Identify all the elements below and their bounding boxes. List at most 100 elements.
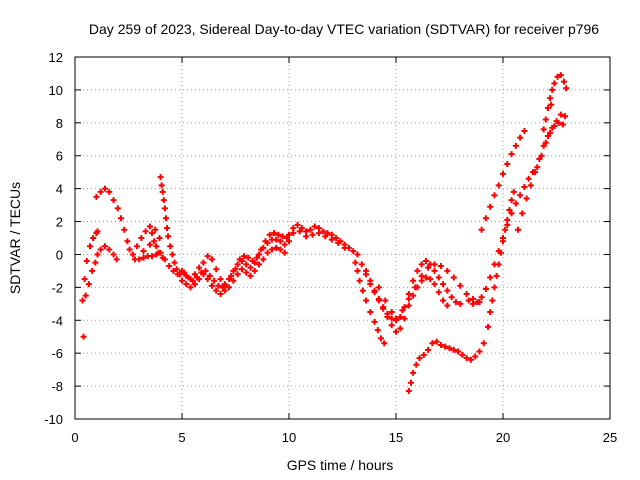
data-point xyxy=(422,258,429,265)
data-point xyxy=(206,272,213,279)
data-point xyxy=(562,113,569,120)
data-point xyxy=(173,266,180,273)
data-point xyxy=(371,287,378,294)
data-point xyxy=(124,238,131,245)
data-point xyxy=(358,261,365,268)
data-point xyxy=(410,277,417,284)
data-point xyxy=(560,78,567,85)
data-point xyxy=(413,361,420,368)
data-point xyxy=(234,261,241,268)
data-point xyxy=(504,221,511,228)
data-point xyxy=(217,276,224,283)
grid-lines xyxy=(75,57,610,419)
data-point xyxy=(247,272,254,279)
data-point xyxy=(215,282,222,289)
data-point xyxy=(249,258,256,265)
data-point xyxy=(487,203,494,210)
data-point xyxy=(273,236,280,243)
data-point xyxy=(523,195,530,202)
y-tick-label: -10 xyxy=(44,412,63,427)
data-point xyxy=(554,73,561,80)
data-point xyxy=(94,228,101,235)
data-point xyxy=(169,251,176,258)
data-point xyxy=(382,297,389,304)
data-point xyxy=(433,338,440,345)
data-point xyxy=(482,286,489,293)
data-point xyxy=(247,264,254,271)
data-point xyxy=(354,251,361,258)
data-point xyxy=(138,235,145,241)
y-tick-label: 2 xyxy=(56,215,63,230)
data-point xyxy=(478,226,485,233)
data-point xyxy=(378,335,385,342)
data-point xyxy=(161,205,168,212)
data-point xyxy=(106,188,113,195)
data-point xyxy=(264,249,271,256)
data-point xyxy=(136,256,143,263)
data-point xyxy=(551,80,558,87)
data-point xyxy=(213,266,220,273)
data-point xyxy=(427,276,434,283)
data-point xyxy=(315,230,322,237)
data-point xyxy=(363,297,370,304)
data-point xyxy=(181,269,188,276)
data-point xyxy=(253,254,260,261)
data-point xyxy=(491,261,498,268)
data-point xyxy=(446,345,453,352)
data-point xyxy=(493,272,500,279)
data-point xyxy=(563,85,570,92)
data-point xyxy=(359,287,366,294)
data-point xyxy=(407,379,414,386)
data-point xyxy=(547,95,554,102)
data-point xyxy=(467,356,474,363)
data-point xyxy=(83,258,90,265)
data-point xyxy=(89,267,96,274)
data-point xyxy=(384,313,391,320)
data-point xyxy=(266,231,273,238)
data-point xyxy=(236,256,243,263)
data-point xyxy=(101,243,108,250)
data-point xyxy=(431,267,438,274)
data-point xyxy=(547,129,554,136)
data-point xyxy=(230,277,237,284)
data-point xyxy=(495,248,502,255)
data-point xyxy=(286,231,292,238)
data-point xyxy=(307,226,314,233)
data-point xyxy=(350,248,357,255)
data-point xyxy=(517,134,524,141)
data-point xyxy=(296,228,303,235)
data-point xyxy=(553,118,560,125)
data-point xyxy=(126,246,133,253)
data-point xyxy=(113,256,120,263)
data-point xyxy=(450,274,457,281)
data-point xyxy=(121,226,128,233)
data-point xyxy=(228,272,235,279)
y-tick-label: 0 xyxy=(56,247,63,262)
data-point xyxy=(482,215,489,222)
data-point xyxy=(414,267,421,274)
data-point xyxy=(320,228,327,235)
data-point xyxy=(401,315,408,322)
data-point xyxy=(226,284,233,291)
data-point xyxy=(97,188,104,195)
data-point xyxy=(92,259,99,266)
data-point xyxy=(134,243,141,250)
data-point xyxy=(158,182,165,189)
data-point xyxy=(79,297,86,304)
data-point xyxy=(521,183,528,190)
data-point xyxy=(341,244,348,251)
data-point xyxy=(185,274,192,281)
data-point xyxy=(159,188,166,195)
data-point xyxy=(155,249,162,256)
data-point xyxy=(375,284,382,291)
data-point xyxy=(200,259,207,266)
data-point xyxy=(162,215,169,222)
data-point xyxy=(234,271,241,278)
data-point xyxy=(273,244,280,251)
data-point xyxy=(420,351,427,358)
data-point xyxy=(448,294,455,301)
data-point xyxy=(405,295,412,302)
data-point xyxy=(425,264,432,271)
data-point xyxy=(405,388,412,395)
data-point xyxy=(217,290,224,297)
